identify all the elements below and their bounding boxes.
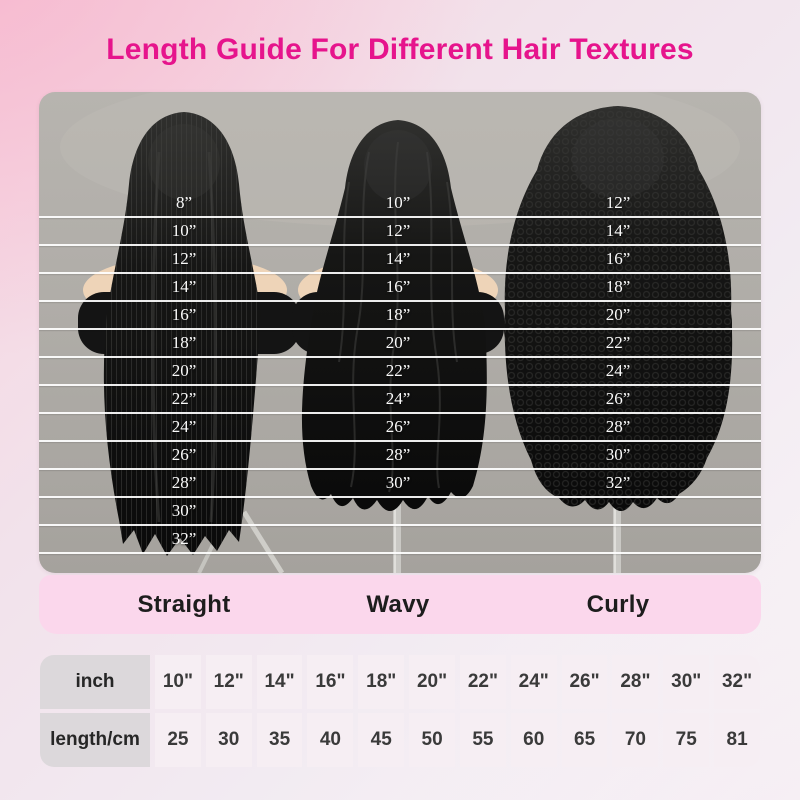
guide-line xyxy=(39,384,761,386)
length-label-curly: 30” xyxy=(605,445,631,464)
length-label-straight: 16” xyxy=(171,305,197,324)
table-cell: 30" xyxy=(663,655,710,709)
table-row-header: length/cm xyxy=(40,713,150,767)
length-label-wavy: 18” xyxy=(385,305,411,324)
curly-wig-image xyxy=(504,106,733,573)
length-label-curly: 14” xyxy=(605,221,631,240)
table-cell: 65 xyxy=(561,713,608,767)
length-label-curly: 32” xyxy=(605,473,631,492)
table-cell: 45 xyxy=(358,713,405,767)
table-cell: 81 xyxy=(714,713,760,767)
length-label-straight: 28” xyxy=(171,473,197,492)
table-cell: 75 xyxy=(663,713,710,767)
table-cell: 55 xyxy=(459,713,506,767)
table-cell: 14" xyxy=(256,655,303,709)
length-label-straight: 30” xyxy=(171,501,197,520)
guide-line xyxy=(39,328,761,330)
table-row-header: inch xyxy=(40,655,150,709)
length-label-curly: 22” xyxy=(605,333,631,352)
guide-line xyxy=(39,272,761,274)
length-label-straight: 14” xyxy=(171,277,197,296)
length-label-wavy: 10” xyxy=(385,193,411,212)
length-label-wavy: 28” xyxy=(385,445,411,464)
guide-line xyxy=(39,244,761,246)
length-label-curly: 24” xyxy=(605,361,631,380)
guide-line xyxy=(39,412,761,414)
length-label-curly: 18” xyxy=(605,277,631,296)
length-label-straight: 20” xyxy=(171,361,197,380)
length-label-curly: 12” xyxy=(605,193,631,212)
length-label-wavy: 22” xyxy=(385,361,411,380)
guide-line xyxy=(39,300,761,302)
table-cell: 25 xyxy=(155,713,201,767)
table-cell: 50 xyxy=(409,713,455,767)
table-cell: 28" xyxy=(612,655,659,709)
guide-line xyxy=(39,440,761,442)
table-cell: 12" xyxy=(205,655,252,709)
texture-label-curly: Curly xyxy=(586,591,650,618)
length-label-straight: 18” xyxy=(171,333,197,352)
length-label-straight: 8” xyxy=(175,193,193,212)
wig-photo-panel: 8” 10” 12” 10” 12” 14” 12” 14” 16” 14” 16” 18” 16” 18… xyxy=(39,92,761,573)
length-label-curly: 20” xyxy=(605,305,631,324)
table-cell: 16" xyxy=(307,655,354,709)
table-cell: 35 xyxy=(256,713,303,767)
table-cell: 22" xyxy=(459,655,506,709)
guide-line xyxy=(39,524,761,526)
guide-line xyxy=(39,552,761,554)
texture-label-wavy: Wavy xyxy=(366,591,430,618)
table-cell: 10" xyxy=(155,655,201,709)
guide-line xyxy=(39,216,761,218)
table-cell: 32" xyxy=(714,655,760,709)
length-label-curly: 16” xyxy=(605,249,631,268)
length-label-wavy: 20” xyxy=(385,333,411,352)
length-label-wavy: 24” xyxy=(385,389,411,408)
guide-line xyxy=(39,496,761,498)
guide-line xyxy=(39,356,761,358)
length-label-wavy: 14” xyxy=(385,249,411,268)
texture-label-bar: Straight Wavy Curly xyxy=(39,575,761,634)
table-cell: 20" xyxy=(409,655,455,709)
length-label-wavy: 26” xyxy=(385,417,411,436)
guide-line xyxy=(39,468,761,470)
page-title: Length Guide For Different Hair Textures xyxy=(106,33,694,66)
straight-wig-image xyxy=(78,112,300,573)
table-cell: 18" xyxy=(358,655,405,709)
length-label-straight: 22” xyxy=(171,389,197,408)
table-cell: 24" xyxy=(510,655,557,709)
length-label-curly: 26” xyxy=(605,389,631,408)
length-label-wavy: 12” xyxy=(385,221,411,240)
table-cell: 70 xyxy=(612,713,659,767)
length-label-straight: 24” xyxy=(171,417,197,436)
length-label-straight: 12” xyxy=(171,249,197,268)
length-label-straight: 10” xyxy=(171,221,197,240)
table-cell: 30 xyxy=(205,713,252,767)
texture-label-straight: Straight xyxy=(137,591,231,618)
length-label-wavy: 30” xyxy=(385,473,411,492)
length-label-wavy: 16” xyxy=(385,277,411,296)
table-cell: 26" xyxy=(561,655,608,709)
length-label-straight: 26” xyxy=(171,445,197,464)
table-cell: 40 xyxy=(307,713,354,767)
inch-cm-conversion-table: inch 10" 12" 14" 16" 18" 20" 22" 24" 26" 28" 30" 32"… xyxy=(40,655,760,767)
table-cell: 60 xyxy=(510,713,557,767)
length-label-straight: 32” xyxy=(171,529,197,548)
length-label-curly: 28” xyxy=(605,417,631,436)
